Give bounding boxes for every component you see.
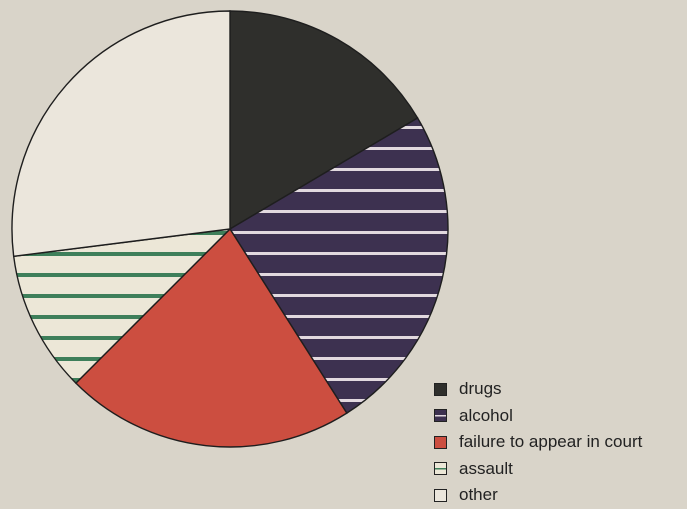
legend: drugs alcohol failure to appear in court… [434,376,684,509]
pie-slices [11,10,449,448]
legend-item-failure-to-appear: failure to appear in court [434,429,684,456]
pie-slice-assault [12,228,232,385]
legend-item-other: other [434,482,684,509]
pie-slice-other [11,10,231,258]
legend-swatch-assault [434,462,447,476]
legend-item-drugs: drugs [434,376,684,403]
legend-swatch-alcohol [434,409,447,423]
legend-label-drugs: drugs [459,379,502,399]
legend-label-failure-to-appear: failure to appear in court [459,432,643,452]
legend-swatch-other [434,488,447,502]
legend-item-assault: assault [434,456,684,483]
legend-item-alcohol: alcohol [434,403,684,430]
legend-label-other: other [459,485,498,505]
pie-slice-failure-to-appear [74,227,348,448]
legend-swatch-failure-to-appear [434,435,447,449]
pie-slice-alcohol [229,117,449,415]
pie-slice-drugs [229,10,419,231]
legend-swatch-drugs [434,382,447,396]
legend-label-assault: assault [459,458,513,478]
legend-label-alcohol: alcohol [459,405,513,425]
